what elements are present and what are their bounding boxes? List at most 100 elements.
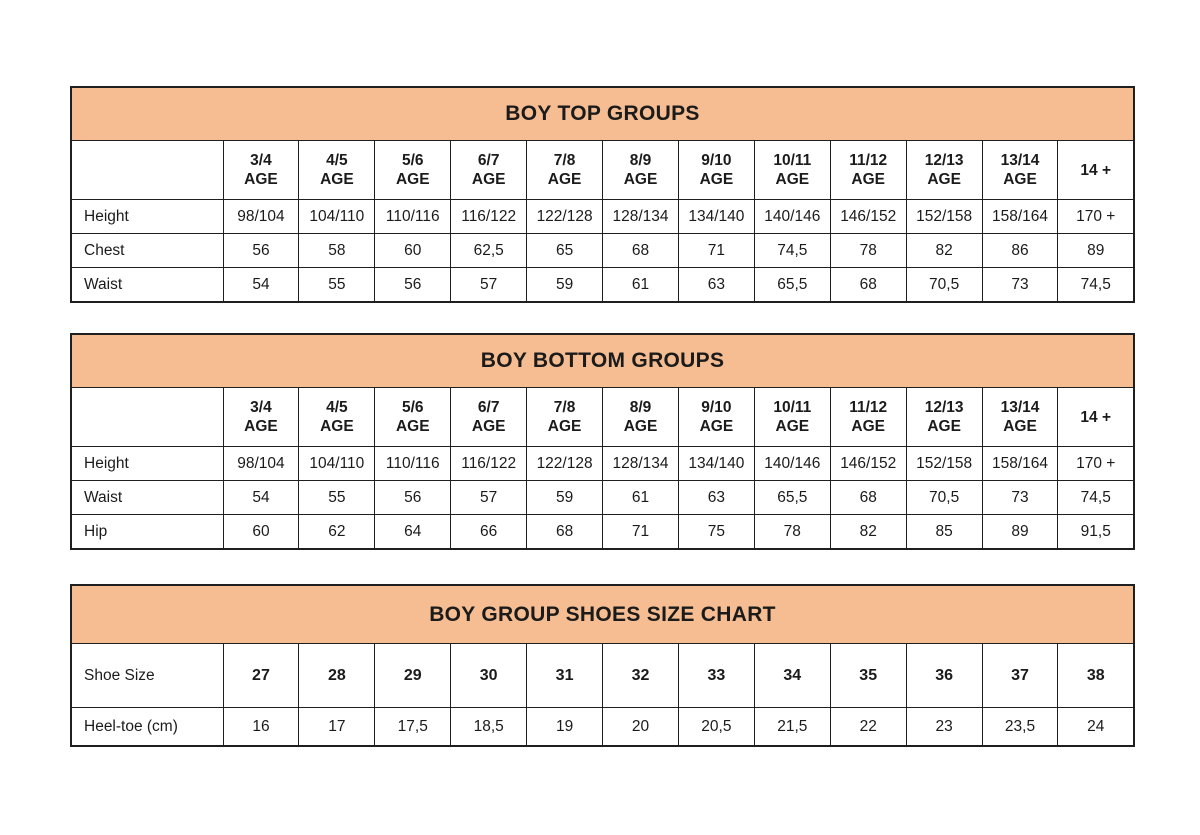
value-cell: 63	[677, 267, 755, 303]
value-cell: 91,5	[1057, 514, 1135, 550]
row-label: Height	[70, 446, 224, 481]
value-cell: 32	[602, 643, 679, 708]
value-cell: 134/140	[677, 446, 755, 481]
value-cell: 68	[602, 233, 679, 268]
row-label: Height	[70, 199, 224, 234]
age-header-cell: 7/8 AGE	[526, 387, 604, 447]
boy-top-groups-title: BOY TOP GROUPS	[70, 86, 1135, 141]
boy-group-shoes-size-chart-title: BOY GROUP SHOES SIZE CHART	[70, 584, 1135, 644]
value-cell: 56	[374, 267, 452, 303]
value-cell: 16	[222, 707, 300, 747]
value-cell: 66	[450, 514, 528, 550]
value-cell: 71	[602, 514, 679, 550]
value-cell: 116/122	[450, 199, 528, 234]
boy-group-shoes-size-chart-title-row: BOY GROUP SHOES SIZE CHART	[70, 584, 1135, 644]
value-cell: 18,5	[450, 707, 528, 747]
value-cell: 61	[602, 267, 679, 303]
value-cell: 89	[1057, 233, 1135, 268]
table-row: Heel-toe (cm) 16 17 17,5 18,5 19 20 20,5 21,5 22 2…	[70, 707, 1135, 747]
value-cell: 65,5	[753, 480, 831, 515]
value-cell: 122/128	[526, 199, 604, 234]
value-cell: 60	[374, 233, 452, 268]
value-cell: 55	[298, 480, 376, 515]
value-cell: 70,5	[905, 480, 983, 515]
value-cell: 73	[981, 267, 1059, 303]
value-cell: 28	[298, 643, 376, 708]
age-header-cell: 13/14 AGE	[981, 387, 1059, 447]
corner-empty-cell	[70, 140, 224, 200]
value-cell: 78	[829, 233, 907, 268]
age-header-cell: 5/6 AGE	[374, 387, 452, 447]
age-header-cell: 5/6 AGE	[374, 140, 452, 200]
value-cell: 170 +	[1057, 446, 1135, 481]
value-cell: 34	[753, 643, 831, 708]
row-label: Waist	[70, 267, 224, 303]
value-cell: 21,5	[753, 707, 831, 747]
value-cell: 33	[677, 643, 755, 708]
value-cell: 23,5	[981, 707, 1059, 747]
row-label: Hip	[70, 514, 224, 550]
value-cell: 59	[526, 480, 604, 515]
age-header-cell: 10/11 AGE	[753, 387, 831, 447]
table-row: Hip 60 62 64 66 68 71 75 78 82 85 89 91,5	[70, 514, 1135, 550]
value-cell: 86	[981, 233, 1059, 268]
value-cell: 17,5	[374, 707, 452, 747]
value-cell: 78	[753, 514, 831, 550]
value-cell: 128/134	[602, 446, 679, 481]
age-header-cell: 4/5 AGE	[298, 140, 376, 200]
value-cell: 104/110	[298, 446, 376, 481]
value-cell: 68	[526, 514, 604, 550]
row-label: Shoe Size	[70, 643, 224, 708]
age-header-cell: 13/14 AGE	[981, 140, 1059, 200]
table-row: Height 98/104 104/110 110/116 116/122 122/128…	[70, 199, 1135, 234]
corner-empty-cell	[70, 387, 224, 447]
value-cell: 55	[298, 267, 376, 303]
boy-size-chart-sheet: BOY TOP GROUPS 3/4 AGE 4/5 AGE 5/6 AGE 6/7 AGE 7/…	[70, 86, 1135, 747]
value-cell: 152/158	[905, 199, 983, 234]
value-cell: 98/104	[222, 199, 300, 234]
age-header-cell: 6/7 AGE	[450, 140, 528, 200]
value-cell: 57	[450, 267, 528, 303]
table-row: Waist 54 55 56 57 59 61 63 65,5 68 70,5 73 74,5	[70, 480, 1135, 515]
value-cell: 110/116	[374, 446, 452, 481]
boy-top-groups-title-row: BOY TOP GROUPS	[70, 86, 1135, 141]
value-cell: 74,5	[1057, 480, 1135, 515]
value-cell: 61	[602, 480, 679, 515]
row-label: Waist	[70, 480, 224, 515]
value-cell: 74,5	[753, 233, 831, 268]
value-cell: 24	[1057, 707, 1135, 747]
value-cell: 128/134	[602, 199, 679, 234]
value-cell: 140/146	[753, 446, 831, 481]
value-cell: 140/146	[753, 199, 831, 234]
value-cell: 116/122	[450, 446, 528, 481]
age-header-cell: 8/9 AGE	[602, 140, 679, 200]
value-cell: 62	[298, 514, 376, 550]
value-cell: 31	[526, 643, 604, 708]
age-header-cell: 9/10 AGE	[677, 140, 755, 200]
value-cell: 146/152	[829, 199, 907, 234]
value-cell: 71	[677, 233, 755, 268]
value-cell: 104/110	[298, 199, 376, 234]
value-cell: 63	[677, 480, 755, 515]
age-header-cell: 7/8 AGE	[526, 140, 604, 200]
age-header-cell: 9/10 AGE	[677, 387, 755, 447]
value-cell: 54	[222, 267, 300, 303]
age-header-cell: 11/12 AGE	[829, 387, 907, 447]
value-cell: 170 +	[1057, 199, 1135, 234]
table-row: Chest 56 58 60 62,5 65 68 71 74,5 78 82 86 89	[70, 233, 1135, 268]
row-label: Chest	[70, 233, 224, 268]
value-cell: 29	[374, 643, 452, 708]
value-cell: 146/152	[829, 446, 907, 481]
value-cell: 64	[374, 514, 452, 550]
value-cell: 36	[905, 643, 983, 708]
value-cell: 158/164	[981, 446, 1059, 481]
value-cell: 27	[222, 643, 300, 708]
value-cell: 122/128	[526, 446, 604, 481]
value-cell: 152/158	[905, 446, 983, 481]
value-cell: 68	[829, 480, 907, 515]
boy-bottom-groups-title-row: BOY BOTTOM GROUPS	[70, 333, 1135, 388]
value-cell: 30	[450, 643, 528, 708]
value-cell: 57	[450, 480, 528, 515]
age-header-cell: 3/4 AGE	[222, 387, 300, 447]
age-header-cell: 14 +	[1057, 387, 1135, 447]
